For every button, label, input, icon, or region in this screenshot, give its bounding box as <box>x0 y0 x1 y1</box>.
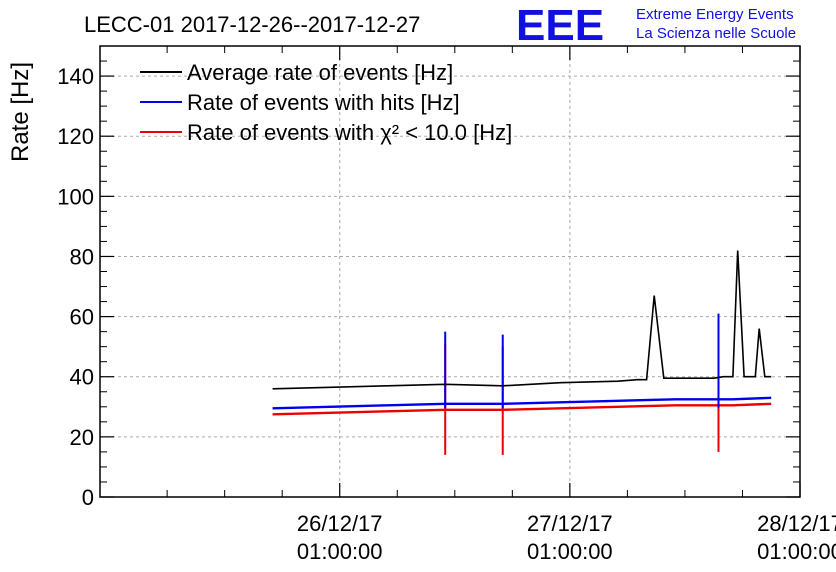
x-tick-date: 28/12/17 <box>757 511 836 536</box>
logo-mark: EEE <box>516 1 604 50</box>
y-axis-label: Rate [Hz] <box>7 62 34 162</box>
y-tick-label: 0 <box>82 485 94 510</box>
logo-line-2: La Scienza nelle Scuole <box>636 25 796 42</box>
legend-label: Rate of events with hits [Hz] <box>187 90 460 115</box>
chart-title: LECC-01 2017-12-26--2017-12-27 <box>84 12 420 37</box>
y-tick-label: 100 <box>57 184 94 209</box>
y-tick-label: 20 <box>70 425 94 450</box>
series-line <box>272 396 772 410</box>
axes: 0 20 40 60 80 100 120 140 26/12/17 01:00:00 27/12/… <box>57 45 836 564</box>
series-line <box>272 250 772 390</box>
legend: Average rate of events [Hz] Rate of event… <box>140 60 512 145</box>
x-tick-date: 26/12/17 <box>297 511 383 536</box>
y-tick-label: 140 <box>57 64 94 89</box>
y-tick-label: 120 <box>57 124 94 149</box>
series-layer <box>272 250 772 455</box>
y-tick-label: 80 <box>70 244 94 269</box>
x-tick-time: 01:00:00 <box>527 539 613 564</box>
grid <box>100 46 801 497</box>
y-tick-label: 40 <box>70 365 94 390</box>
x-tick-time: 01:00:00 <box>757 539 836 564</box>
x-tick-date: 27/12/17 <box>527 511 613 536</box>
legend-label: Average rate of events [Hz] <box>187 60 453 85</box>
eee-logo: EEE Extreme Energy Events La Scienza nel… <box>516 1 796 50</box>
x-tick-time: 01:00:00 <box>297 539 383 564</box>
series-line <box>272 402 772 416</box>
logo-line-1: Extreme Energy Events <box>636 6 794 23</box>
y-tick-label: 60 <box>70 305 94 330</box>
legend-label: Rate of events with χ² < 10.0 [Hz] <box>187 120 512 145</box>
